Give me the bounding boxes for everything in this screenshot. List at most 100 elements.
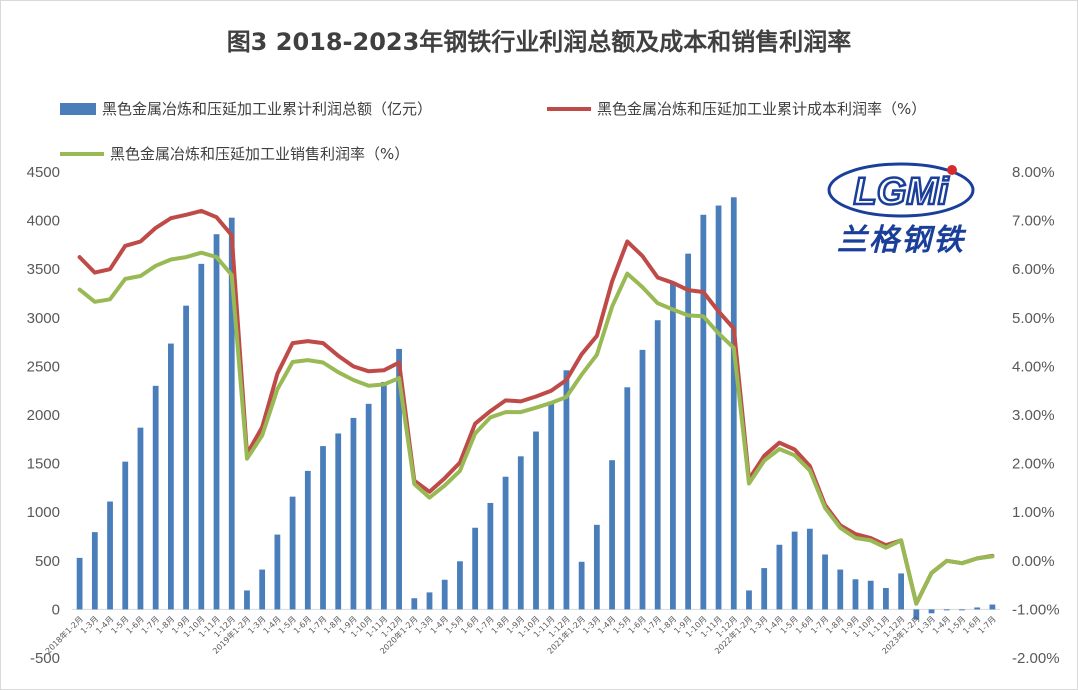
y-left-tick-label: 0 [52,601,60,618]
y-left-tick-label: 1500 [27,456,60,473]
bar-profit [959,609,965,611]
bar-profit [639,349,646,610]
bar-profit [91,532,98,610]
bar-profit [472,527,479,610]
y-left-tick-label: 2500 [27,358,60,375]
y-right-tick-label: 1.00% [1012,504,1055,521]
bar-profit [183,305,189,610]
bar-profit [943,609,950,611]
bar-profit [274,534,281,610]
x-category-label: 2018年1-2月 [43,614,85,656]
bar-profit [913,609,920,620]
logo-wordmark: LGMi [854,171,950,213]
logo-tagline: 兰格钢铁 [837,223,967,258]
bar-profit [517,456,524,610]
bar-profit [457,561,463,610]
bar-profit [822,554,828,610]
logo-ring [827,162,975,218]
bar-profit [335,433,342,610]
bar-profit [730,197,737,610]
bar-profit [548,401,555,610]
y-right-tick-label: -1.00% [1012,601,1060,618]
bar-profit [974,607,981,610]
bar-profit [624,387,631,610]
legend-label-sales-margin: 黑色金属冶炼和压延加工业销售利润率（%） [110,145,410,163]
bar-profit [700,214,707,610]
y-left-tick-label: 4500 [27,164,60,181]
legend-label-cost-margin: 黑色金属冶炼和压延加工业累计成本利润率（%） [597,100,927,118]
bar-profit [563,370,570,610]
bar-profit [167,343,174,610]
legend-swatch-sales-margin [60,151,104,156]
bar-profit [791,531,798,610]
y-right-tick-label: 2.00% [1012,456,1055,473]
bar-profit [487,502,494,610]
bar-profit [289,496,296,610]
bar-profit [350,417,357,610]
y-left-tick-label: -500 [30,650,60,667]
y-left-tick-label: 3500 [27,261,60,278]
bar-profit [609,460,615,610]
legend-swatch-profit [60,102,96,115]
y-right-tick-label: 8.00% [1012,164,1055,181]
legend-item-cost-margin: 黑色金属冶炼和压延加工业累计成本利润率（%） [547,98,926,119]
bar-profit [152,385,159,610]
bar-profit [928,609,935,614]
bar-profit [883,588,889,610]
y-right-tick-label: 0.00% [1012,553,1055,570]
bar-profit [746,590,752,610]
bar-profit [578,561,585,610]
bar-profit [867,580,874,610]
legend-item-sales-margin: 黑色金属冶炼和压延加工业销售利润率（%） [60,143,409,164]
bar-profit [761,568,768,610]
bar-profit [806,528,813,610]
bar-profit [502,476,509,610]
bar-profit [715,205,722,610]
y-left-tick-label: 4000 [27,213,60,230]
y-right-tick-label: 4.00% [1012,358,1055,375]
legend-label-profit: 黑色金属冶炼和压延加工业累计利润总额（亿元） [102,100,433,118]
bar-profit [107,501,113,610]
bar-profit [304,470,311,610]
y-left-tick-label: 3000 [27,310,60,327]
bar-profit [852,579,859,610]
bar-profit [76,557,83,610]
bar-profit [380,381,387,610]
y-right-tick-label: 6.00% [1012,261,1055,278]
y-right-tick-label: -2.00% [1012,650,1060,667]
bar-profit [533,431,539,610]
y-right-tick-label: 5.00% [1012,310,1055,327]
bar-profit [365,403,372,610]
x-category-label: 1-7月 [977,614,998,635]
bar-profit [122,461,129,610]
y-right-tick-label: 7.00% [1012,213,1055,230]
y-left-tick-label: 2000 [27,407,60,424]
bar-profit [244,590,250,610]
y-right-tick-label: 3.00% [1012,407,1055,424]
legend-swatch-cost-margin [547,106,591,111]
legend-item-profit: 黑色金属冶炼和压延加工业累计利润总额（亿元） [60,98,432,119]
bar-profit [837,569,844,610]
bar-profit [670,281,676,610]
bar-profit [396,348,402,610]
bar-profit [411,598,418,610]
bar-profit [137,427,144,610]
bar-profit [654,320,661,610]
bar-profit [441,579,448,610]
bar-profit [259,569,266,610]
bar-profit [593,524,600,610]
logo-dot [947,165,957,175]
chart-title: 图3 2018-2023年钢铁行业利润总额及成本和销售利润率 [226,28,852,56]
bar-profit [320,446,326,610]
bar-profit [898,573,905,610]
line-sales-margin [77,250,995,606]
lgmi-logo: LGMi 兰格钢铁 [827,162,975,258]
bar-profit [213,234,220,610]
bar-profit [776,544,783,610]
bar-profit [685,253,692,610]
bar-profit [228,217,235,610]
bar-profit [426,592,433,610]
bar-profit [198,263,205,610]
y-left-tick-label: 1000 [27,504,60,521]
